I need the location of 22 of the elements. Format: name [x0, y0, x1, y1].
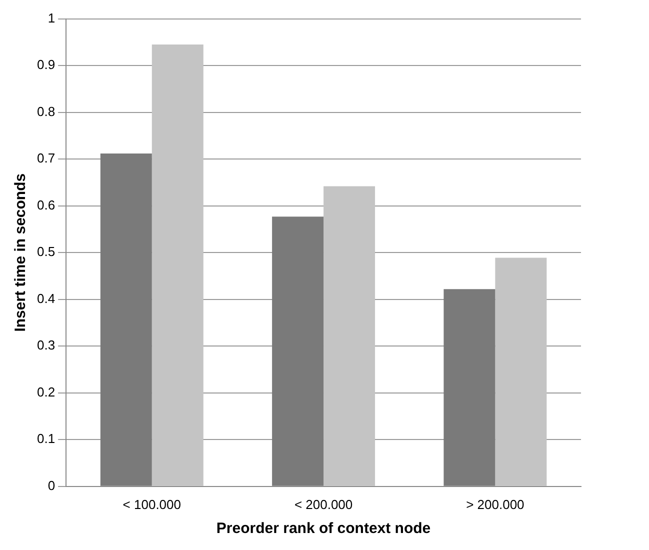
y-tick-label: 0.2	[36, 384, 56, 400]
y-tick-label: 0.6	[36, 197, 56, 212]
x-tick-label: > 200.000	[466, 496, 524, 512]
y-tick-label: 0.1	[36, 431, 56, 446]
y-tick-label: 0	[48, 478, 56, 493]
bar	[152, 44, 204, 486]
bar	[324, 186, 376, 486]
bar	[100, 153, 152, 486]
x-axis-title: Preorder rank of context node	[216, 520, 431, 538]
bar	[495, 258, 547, 486]
x-tick-label: < 200.000	[294, 496, 353, 512]
y-tick-label: 0.5	[36, 244, 56, 260]
y-tick-label: 0.7	[36, 150, 56, 166]
y-tick-label: 0.3	[36, 338, 56, 353]
y-tick-label: 1	[48, 10, 56, 26]
y-axis-title: Insert time in seconds	[12, 173, 30, 332]
y-tick-label: 0.9	[36, 57, 56, 72]
bar	[444, 289, 496, 486]
x-tick-label: < 100.000	[122, 496, 181, 512]
y-tick-label: 0.8	[36, 104, 56, 119]
y-tick-label: 0.4	[36, 290, 56, 306]
bar	[272, 216, 324, 486]
